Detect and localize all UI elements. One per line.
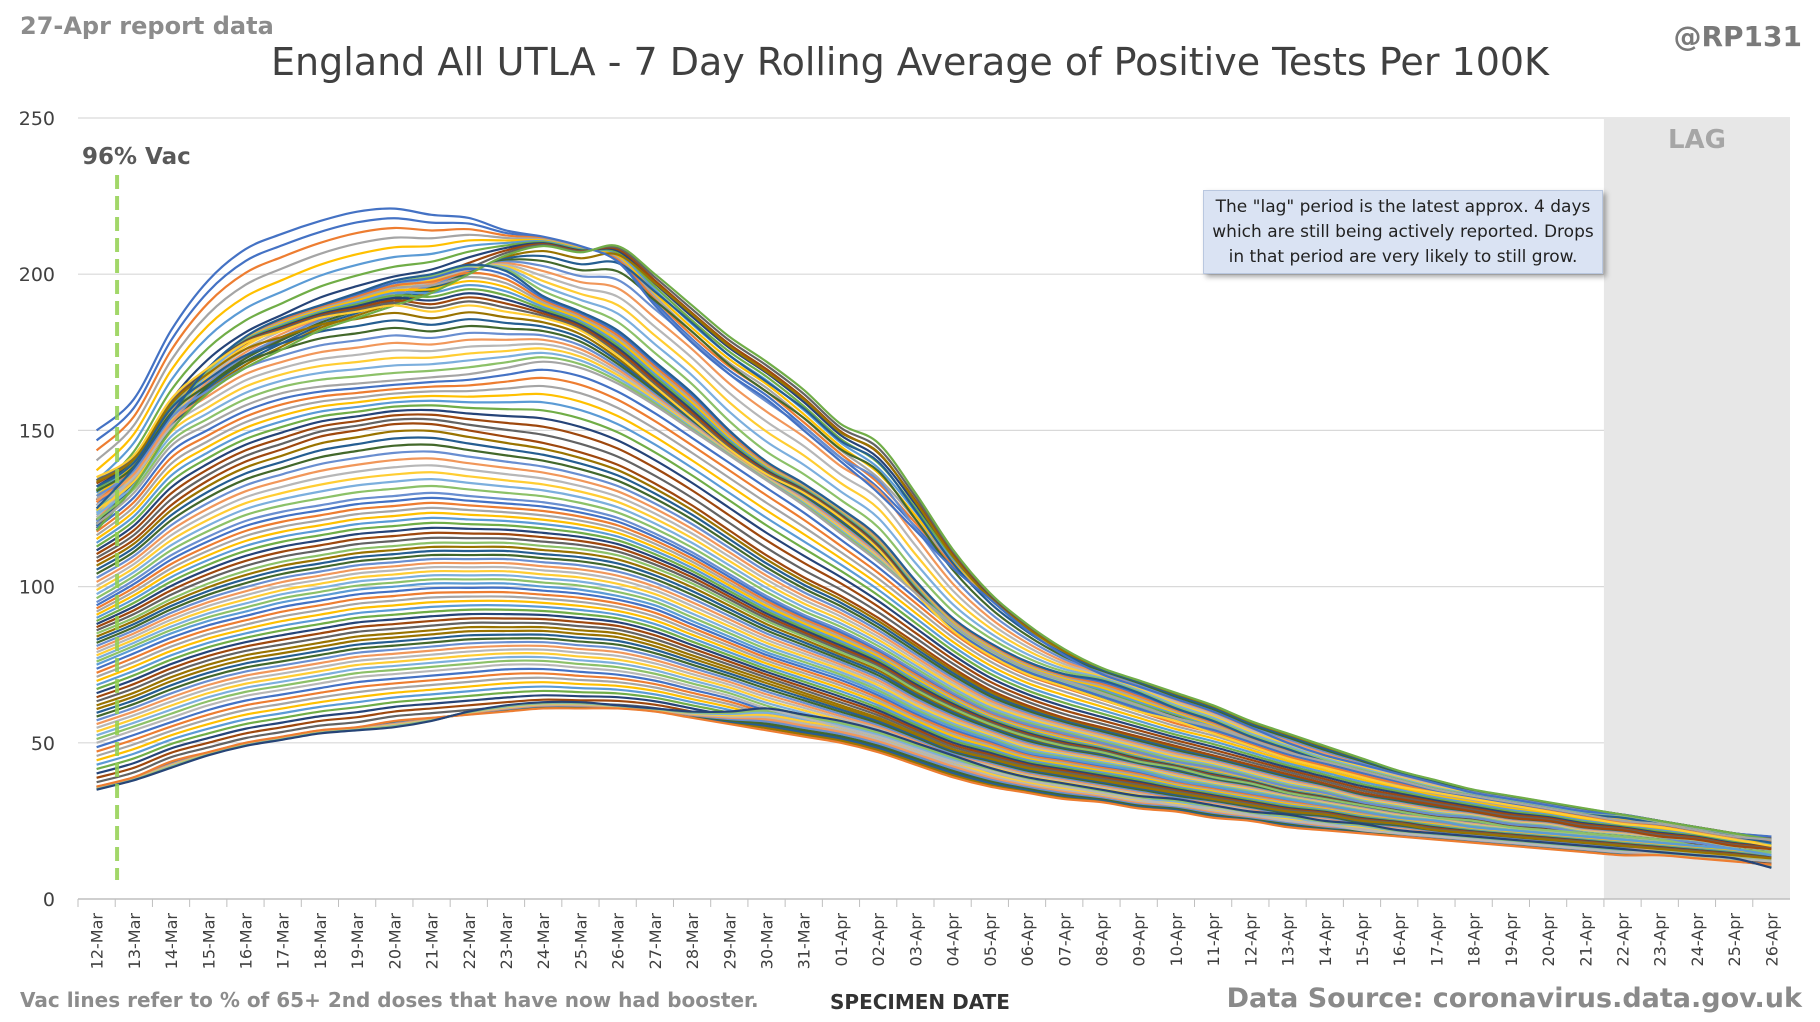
annotation-line: which are still being actively reported.…	[1212, 222, 1594, 242]
x-tick-label: 12-Apr	[1241, 913, 1260, 967]
x-tick-label: 18-Mar	[311, 913, 330, 970]
series-line-fill	[96, 408, 1772, 848]
lag-annotation-box: The "lag" period is the latest approx. 4…	[1203, 190, 1603, 274]
x-tick-label: 29-Mar	[720, 913, 739, 970]
series-line	[96, 304, 1772, 847]
author-handle: @RP131	[1673, 20, 1802, 53]
series-line	[95, 244, 1772, 841]
series-lines	[95, 207, 1772, 869]
y-tick-label: 150	[19, 420, 55, 442]
series-line	[96, 541, 1772, 854]
series-line	[95, 207, 1772, 838]
series-line	[96, 663, 1772, 863]
x-tick-label: 15-Apr	[1353, 913, 1372, 967]
x-tick-label: 28-Mar	[683, 913, 702, 970]
lag-band	[1603, 118, 1790, 899]
y-tick-label: 100	[19, 577, 55, 599]
y-axis-ticks: 0 50 100 150 200 250	[19, 108, 55, 911]
x-tick-label: 19-Mar	[348, 913, 367, 970]
series-line	[95, 360, 1772, 841]
series-line	[96, 422, 1772, 851]
x-tick-label: 06-Apr	[1018, 913, 1037, 967]
data-source: Data Source: coronavirus.data.gov.uk	[1226, 983, 1802, 1014]
series-line	[96, 582, 1772, 857]
x-tick-label: 14-Apr	[1316, 913, 1335, 967]
series-line-fill	[95, 392, 1772, 845]
x-tick-label: 12-Mar	[88, 913, 107, 970]
x-tick-label: 26-Mar	[609, 913, 628, 970]
x-tick-label: 18-Apr	[1465, 913, 1484, 967]
x-tick-label: 22-Apr	[1614, 913, 1633, 967]
x-tick-label: 21-Apr	[1576, 913, 1595, 967]
series-line-fill	[96, 417, 1772, 850]
x-tick-label: 09-Apr	[1130, 913, 1149, 967]
y-tick-label: 250	[19, 108, 55, 130]
series-line	[96, 625, 1772, 860]
x-tick-label: 24-Mar	[534, 913, 553, 970]
vac-label: 96% Vac	[82, 144, 191, 170]
series-line-fill	[96, 436, 1772, 851]
series-line-fill	[95, 384, 1772, 844]
x-tick-label: 19-Apr	[1502, 913, 1521, 967]
x-tick-label: 13-Mar	[125, 913, 144, 970]
annotation-line: The "lag" period is the latest approx. 4…	[1215, 197, 1591, 217]
x-tick-label: 22-Mar	[460, 913, 479, 970]
y-tick-label: 0	[43, 889, 55, 911]
annotation-line: in that period are very likely to still …	[1228, 247, 1578, 267]
x-tick-label: 14-Mar	[162, 913, 181, 970]
x-tick-label: 01-Apr	[832, 913, 851, 967]
series-line	[96, 700, 1772, 869]
x-tick-label: 07-Apr	[1055, 913, 1074, 967]
lag-label: LAG	[1668, 125, 1726, 155]
x-tick-label: 16-Apr	[1390, 913, 1409, 967]
x-tick-label: 10-Apr	[1167, 913, 1186, 967]
x-tick-label: 13-Apr	[1279, 913, 1298, 967]
chart-title: England All UTLA - 7 Day Rolling Average…	[271, 40, 1549, 84]
report-date-label: 27-Apr report data	[20, 12, 274, 40]
x-tick-label: 21-Mar	[423, 913, 442, 970]
x-axis-title: SPECIMEN DATE	[830, 990, 1010, 1014]
y-tick-label: 200	[19, 264, 55, 286]
series-line	[96, 707, 1772, 866]
x-tick-label: 24-Apr	[1688, 913, 1707, 967]
x-tick-label: 25-Apr	[1725, 913, 1744, 967]
series-line	[96, 491, 1772, 854]
x-tick-label: 11-Apr	[1204, 913, 1223, 967]
x-tick-label: 02-Apr	[869, 913, 888, 967]
x-tick-label: 15-Mar	[199, 913, 218, 970]
x-tick-label: 05-Apr	[981, 913, 1000, 967]
series-line-fill	[95, 404, 1772, 847]
x-tick-label: 25-Mar	[571, 913, 590, 970]
vaccine-footnote: Vac lines refer to % of 65+ 2nd doses th…	[20, 988, 759, 1012]
x-tick-label: 27-Mar	[646, 913, 665, 970]
y-tick-label: 50	[31, 733, 55, 755]
x-axis-ticks: 12-Mar 13-Mar 14-Mar 15-Mar 16-Mar 17-Mar 18-M…	[77, 899, 1781, 970]
x-tick-label: 30-Mar	[758, 913, 777, 970]
x-tick-label: 16-Mar	[236, 913, 255, 970]
x-tick-label: 23-Apr	[1651, 913, 1670, 967]
series-line-fill	[95, 399, 1772, 846]
x-tick-label: 03-Apr	[906, 913, 925, 967]
x-tick-label: 23-Mar	[497, 913, 516, 970]
x-tick-label: 17-Apr	[1427, 913, 1446, 967]
x-tick-label: 20-Mar	[385, 913, 404, 970]
x-tick-label: 26-Apr	[1762, 913, 1781, 967]
series-line-fill	[96, 413, 1772, 849]
x-tick-label: 04-Apr	[944, 913, 963, 967]
x-tick-label: 20-Apr	[1539, 913, 1558, 967]
x-tick-label: 17-Mar	[274, 913, 293, 970]
x-tick-label: 31-Mar	[795, 913, 814, 970]
x-tick-label: 08-Apr	[1092, 913, 1111, 967]
